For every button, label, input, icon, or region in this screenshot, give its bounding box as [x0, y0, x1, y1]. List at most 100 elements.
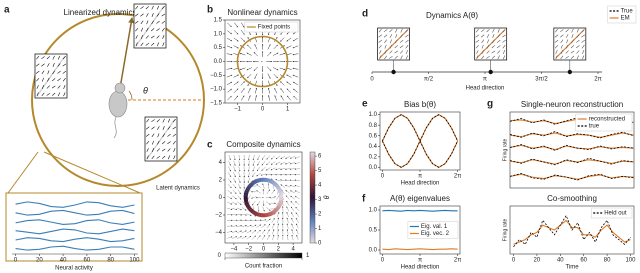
- flow-arrow: [226, 74, 233, 78]
- matrix-tick: [486, 50, 490, 54]
- x-tick-label: 60: [580, 258, 587, 264]
- legend-label: Held out: [604, 211, 627, 217]
- matrix-tick: [378, 28, 382, 33]
- matrix-tick: [140, 27, 144, 32]
- matrix-tick: [582, 55, 585, 60]
- x-tick-label: 1: [286, 107, 290, 113]
- matrix-tick: [156, 155, 161, 159]
- matrix-tick: [151, 133, 155, 138]
- matrix-tick: [161, 20, 166, 24]
- colorbar: [309, 151, 316, 244]
- series-line: [513, 219, 631, 245]
- matrix-tick: [62, 70, 67, 74]
- matrix-tick: [167, 141, 171, 145]
- flow-arrow: [267, 73, 271, 79]
- flow-arrow: [261, 224, 266, 229]
- count-colorbar-tick-label: 1: [306, 253, 310, 259]
- flow-arrow: [291, 212, 295, 218]
- matrix-tick: [560, 39, 564, 44]
- colorbar-tick-label: 3: [318, 197, 322, 203]
- flow-arrow: [251, 230, 257, 234]
- x-tick-label: π: [418, 258, 422, 264]
- flow-arrow: [277, 217, 280, 223]
- matrix-tick: [475, 34, 480, 38]
- matrix-tick: [486, 44, 490, 49]
- flow-arrow: [293, 88, 298, 93]
- head-direction-marker: [391, 69, 396, 75]
- matrix-tick: [135, 35, 138, 39]
- activity-label: Neural activity: [55, 266, 93, 272]
- ring-segment: [274, 183, 280, 188]
- flow-arrow: [227, 30, 232, 35]
- flow-arrow: [275, 161, 281, 165]
- flow-arrow: [285, 162, 291, 165]
- flow-arrow: [294, 179, 300, 181]
- x-tick-label: 0: [381, 174, 385, 180]
- matrix-tick: [151, 5, 154, 10]
- matrix-tick: [487, 39, 490, 44]
- flow-arrow: [275, 179, 281, 182]
- flow-arrow: [286, 217, 289, 223]
- flow-arrow: [271, 223, 275, 229]
- ring-segment: [269, 179, 274, 184]
- matrix-tick: [560, 50, 563, 54]
- flow-arrow: [295, 212, 300, 217]
- matrix-tick: [173, 148, 176, 152]
- legend-label: Eig. val. 1: [421, 224, 448, 230]
- flow-arrow: [280, 167, 286, 170]
- y-tick-label: 1.0: [369, 112, 378, 118]
- flow-arrow: [252, 172, 256, 178]
- ring-segment: [253, 179, 258, 184]
- matrix-tick: [379, 55, 382, 60]
- matrix-tick: [167, 126, 171, 130]
- matrix-tick: [135, 5, 139, 10]
- flow-arrow: [292, 45, 299, 49]
- flow-arrow: [286, 37, 292, 42]
- series-line: [509, 132, 635, 138]
- flow-arrow: [240, 37, 245, 42]
- flow-arrow: [238, 166, 241, 172]
- y-tick-label: 0.0: [214, 59, 223, 65]
- ring-segment: [269, 211, 274, 216]
- panel-label: g: [487, 99, 493, 110]
- matrix-tick: [146, 140, 150, 145]
- ring-segment: [247, 183, 253, 189]
- matrix-tick: [172, 118, 176, 123]
- flow-arrow: [271, 217, 275, 223]
- chart-title: Nonlinear dynamics: [227, 8, 297, 17]
- colorbar-tick-label: 5: [318, 168, 322, 174]
- matrix-tick: [576, 55, 579, 60]
- flow-arrow: [266, 218, 271, 223]
- flow-arrow: [236, 236, 242, 239]
- flow-arrow: [255, 196, 262, 199]
- series-line: [15, 209, 135, 216]
- chart-title: Dynamics A(θ): [426, 11, 478, 20]
- matrix-tick: [492, 34, 495, 38]
- flow-arrow: [289, 184, 296, 188]
- matrix-tick: [51, 85, 56, 89]
- flow-arrow: [286, 211, 289, 218]
- legend-box: [407, 221, 459, 239]
- legend-box: [575, 113, 633, 132]
- matrix-tick: [405, 39, 409, 43]
- matrix-tick: [146, 27, 149, 32]
- count-colorbar-tick-label: 0: [218, 253, 222, 259]
- flow-arrow: [291, 234, 294, 241]
- flow-arrow: [265, 167, 271, 171]
- flow-arrow: [293, 95, 298, 101]
- matrix-tick: [496, 39, 501, 43]
- flow-arrow: [270, 167, 276, 171]
- flow-arrow: [274, 95, 277, 101]
- flow-arrow: [286, 234, 289, 241]
- ring-segment: [275, 185, 281, 190]
- matrix-tick: [156, 5, 160, 10]
- flow-arrow: [226, 81, 233, 86]
- matrix-tick: [146, 118, 150, 123]
- colorbar-tick-label: 6: [318, 154, 322, 160]
- matrix-tick: [486, 55, 490, 59]
- flow-arrow: [227, 208, 233, 211]
- flow-arrow: [256, 190, 261, 194]
- matrix-tick: [156, 42, 160, 47]
- matrix-tick: [162, 133, 165, 138]
